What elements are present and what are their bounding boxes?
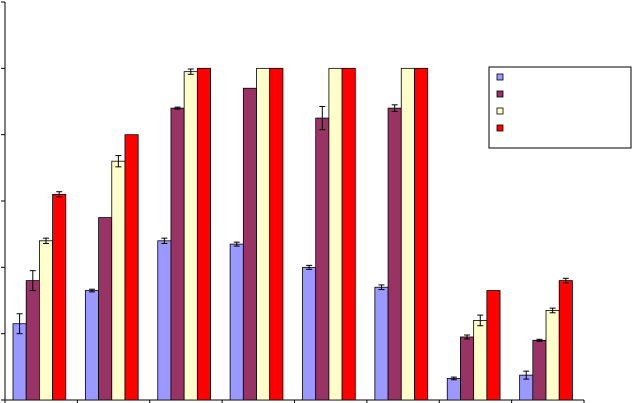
error-bar-s1-c1 (16, 313, 23, 335)
bar-s4-c5 (341, 67, 356, 401)
bar-s1-c1 (12, 323, 27, 401)
bars-layer (12, 67, 573, 401)
error-bar-s2-c7 (464, 334, 471, 340)
bar-s3-c3 (183, 71, 198, 401)
error-bar-s1-c6 (378, 284, 385, 291)
legend-swatch-4 (496, 124, 504, 132)
error-bar-s2-c5 (319, 105, 326, 131)
legend-swatch-1 (496, 73, 504, 81)
error-bar-s4-c8 (562, 277, 569, 284)
error-bar-s2-c8 (536, 338, 543, 342)
error-bar-s2-c6 (391, 104, 398, 112)
error-bar-s3-c3 (187, 68, 194, 75)
bar-s4-c3 (196, 67, 211, 401)
legend (488, 66, 632, 149)
error-bar-s1-c5 (306, 264, 313, 270)
bar-s3-c5 (328, 67, 343, 401)
bar-s1-c2 (84, 290, 99, 401)
bar-s4-c2 (124, 134, 139, 401)
bar-s2-c8 (532, 339, 547, 401)
bar-s1-c7 (446, 378, 461, 401)
bar-s3-c2 (111, 160, 126, 401)
error-bar-s3-c2 (115, 155, 122, 168)
bar-s2-c3 (170, 107, 185, 401)
bar-s2-c5 (315, 117, 330, 401)
bar-s1-c3 (157, 240, 172, 401)
bar-s2-c7 (460, 336, 475, 401)
error-bar-s4-c1 (56, 191, 63, 198)
bar-s2-c6 (387, 107, 402, 401)
bar-s3-c4 (256, 67, 271, 401)
error-bars-layer (16, 68, 569, 381)
bar-s3-c7 (473, 319, 488, 401)
bar-s1-c4 (229, 243, 244, 401)
error-bar-s3-c7 (477, 314, 484, 327)
legend-swatch-3 (496, 107, 504, 115)
bar-s4-c6 (414, 67, 429, 401)
error-bar-s1-c7 (450, 376, 457, 381)
error-bar-s2-c1 (29, 270, 36, 292)
error-bar-s3-c8 (549, 307, 556, 314)
error-bar-s1-c8 (523, 370, 530, 380)
error-bar-s3-c1 (43, 237, 49, 244)
bar-s4-c1 (52, 193, 67, 401)
bar-s2-c2 (98, 217, 113, 401)
bar-s4-c8 (558, 280, 573, 401)
bar-s1-c5 (302, 266, 317, 401)
bar-s2-c4 (242, 87, 257, 401)
error-bar-s1-c4 (233, 241, 240, 247)
bar-s4-c4 (269, 67, 284, 401)
error-bar-s2-c3 (174, 106, 181, 110)
bar-s4-c7 (486, 290, 501, 401)
bar-s3-c1 (39, 240, 54, 401)
legend-box (488, 66, 632, 149)
error-bar-s1-c2 (88, 288, 95, 293)
bar-s2-c1 (25, 280, 40, 401)
legend-swatch-2 (496, 90, 504, 98)
error-bar-s1-c3 (161, 237, 168, 244)
bar-s3-c8 (545, 310, 560, 401)
bar-s3-c6 (400, 67, 415, 401)
bar-s1-c6 (374, 286, 389, 401)
